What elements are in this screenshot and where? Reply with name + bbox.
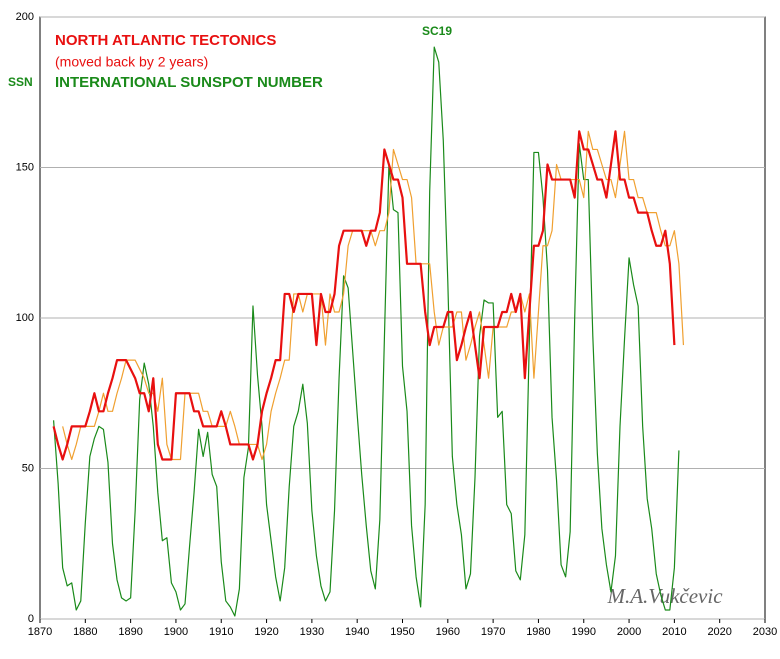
x-tick-label: 1880 bbox=[73, 626, 97, 638]
y-tick-label: 200 bbox=[16, 11, 34, 23]
x-tick-label: 1960 bbox=[436, 626, 460, 638]
x-tick-label: 1910 bbox=[209, 626, 233, 638]
x-tick-label: 1930 bbox=[300, 626, 324, 638]
x-tick-label: 1920 bbox=[254, 626, 278, 638]
x-tick-label: 2000 bbox=[617, 626, 641, 638]
data-line bbox=[52, 46, 680, 617]
x-tick-label: 2010 bbox=[662, 626, 686, 638]
x-tick-label: 2030 bbox=[753, 626, 777, 638]
data-line bbox=[62, 130, 685, 461]
x-tick-label: 1870 bbox=[28, 626, 52, 638]
x-tick-label: 1890 bbox=[118, 626, 142, 638]
x-tick-label: 1950 bbox=[390, 626, 414, 638]
x-tick-label: 2020 bbox=[707, 626, 731, 638]
x-tick-label: 1990 bbox=[572, 626, 596, 638]
annotation: SC19 bbox=[422, 24, 452, 38]
data-line bbox=[52, 130, 676, 461]
y-tick-label: 0 bbox=[28, 613, 34, 625]
x-tick-label: 1900 bbox=[164, 626, 188, 638]
x-tick-label: 1940 bbox=[345, 626, 369, 638]
signature: M.A.Vukčevic bbox=[606, 584, 723, 608]
subtitle: (moved back by 2 years) bbox=[55, 54, 208, 70]
y-tick-label: 150 bbox=[16, 161, 34, 173]
y-axis-label: SSN bbox=[8, 75, 33, 89]
x-tick-label: 1980 bbox=[526, 626, 550, 638]
legend-label: NORTH ATLANTIC TECTONICS bbox=[55, 32, 276, 49]
y-tick-label: 100 bbox=[16, 312, 34, 324]
legend-label: INTERNATIONAL SUNSPOT NUMBER bbox=[55, 74, 323, 91]
x-tick-label: 1970 bbox=[481, 626, 505, 638]
y-tick-label: 50 bbox=[22, 462, 34, 474]
